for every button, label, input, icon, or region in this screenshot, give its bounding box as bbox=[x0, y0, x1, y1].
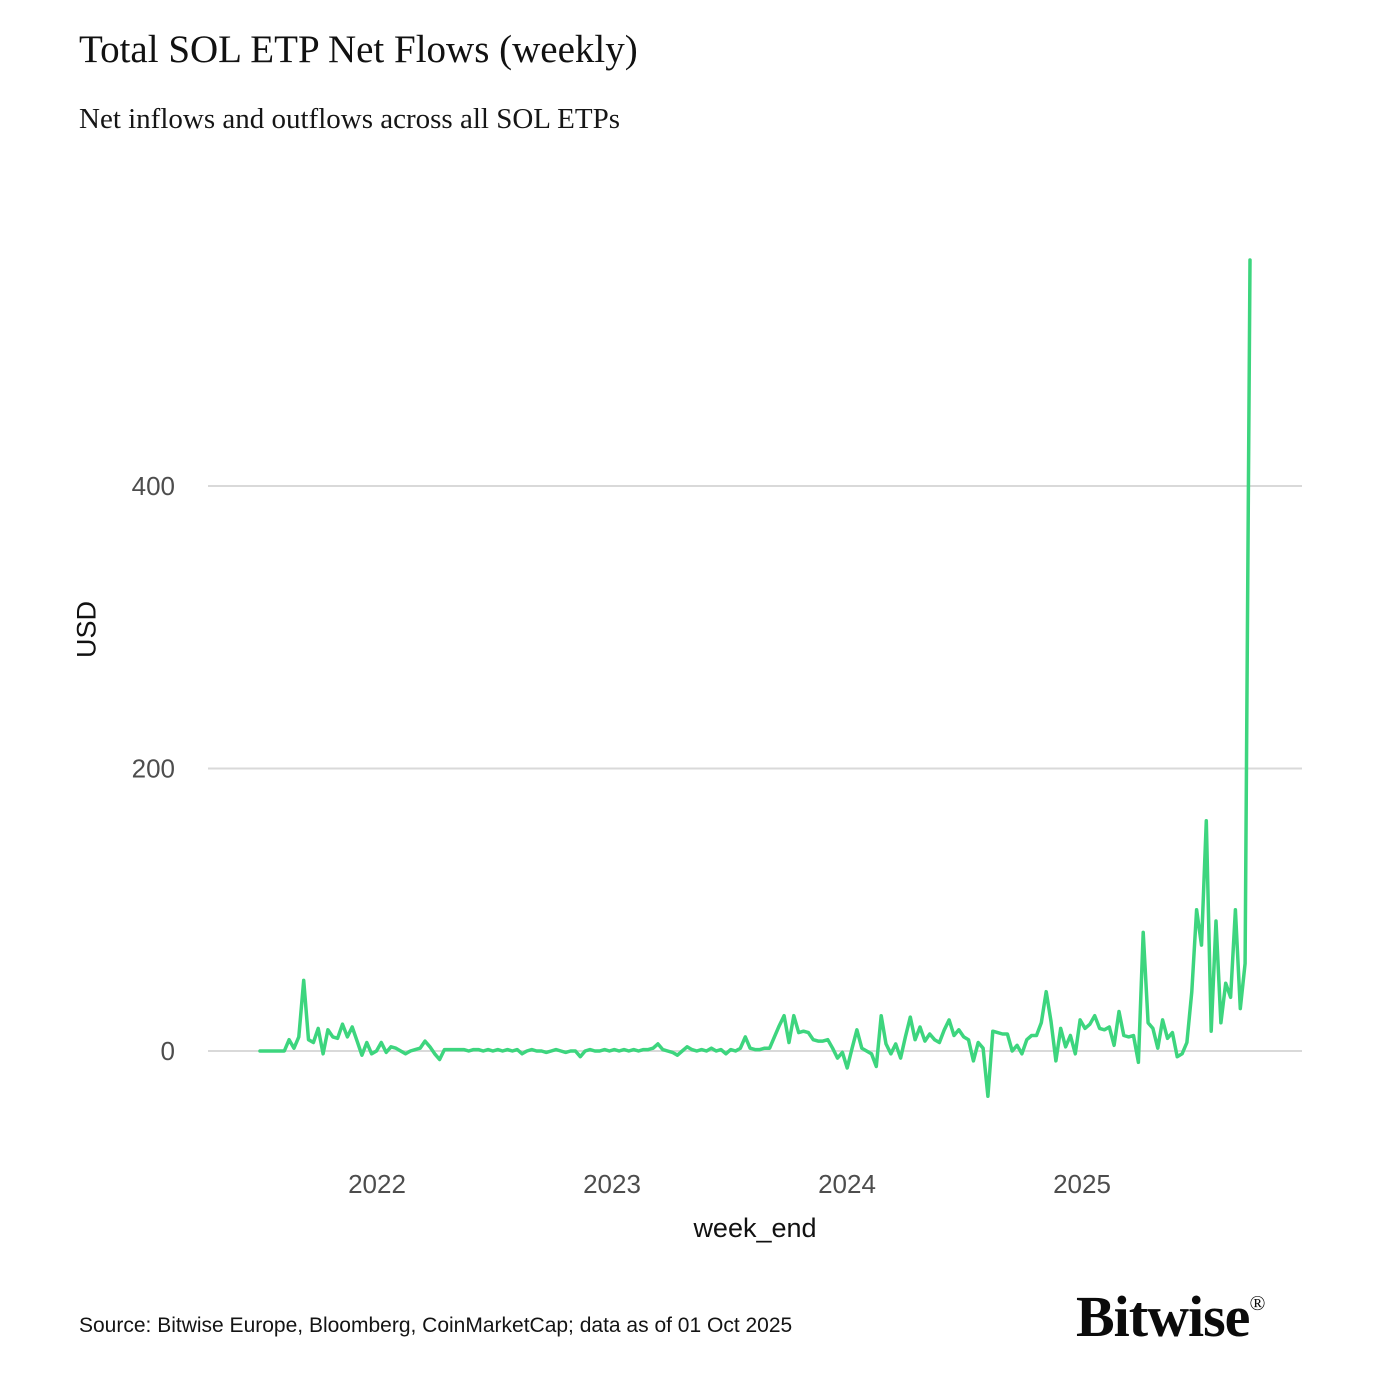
x-axis-title: week_end bbox=[693, 1213, 817, 1243]
x-tick-label-2023: 2023 bbox=[583, 1169, 641, 1199]
y-tick-label-400: 400 bbox=[132, 471, 175, 501]
chart-subtitle: Net inflows and outflows across all SOL … bbox=[79, 103, 621, 135]
registered-trademark-icon: ® bbox=[1249, 1291, 1266, 1315]
x-tick-label-2022: 2022 bbox=[348, 1169, 406, 1199]
x-tick-label-2025: 2025 bbox=[1053, 1169, 1111, 1199]
bitwise-logo: Bitwise® bbox=[1076, 1283, 1265, 1350]
netflow-line bbox=[258, 258, 1252, 1098]
bitwise-logo-text: Bitwise bbox=[1076, 1284, 1250, 1349]
chart-title: Total SOL ETP Net Flows (weekly) bbox=[79, 28, 638, 71]
source-note: Source: Bitwise Europe, Bloomberg, CoinM… bbox=[79, 1314, 793, 1337]
y-axis-title: USD bbox=[71, 601, 102, 659]
y-tick-label-0: 0 bbox=[161, 1036, 175, 1066]
x-tick-label-2024: 2024 bbox=[818, 1169, 876, 1199]
y-tick-label-200: 200 bbox=[132, 754, 175, 784]
